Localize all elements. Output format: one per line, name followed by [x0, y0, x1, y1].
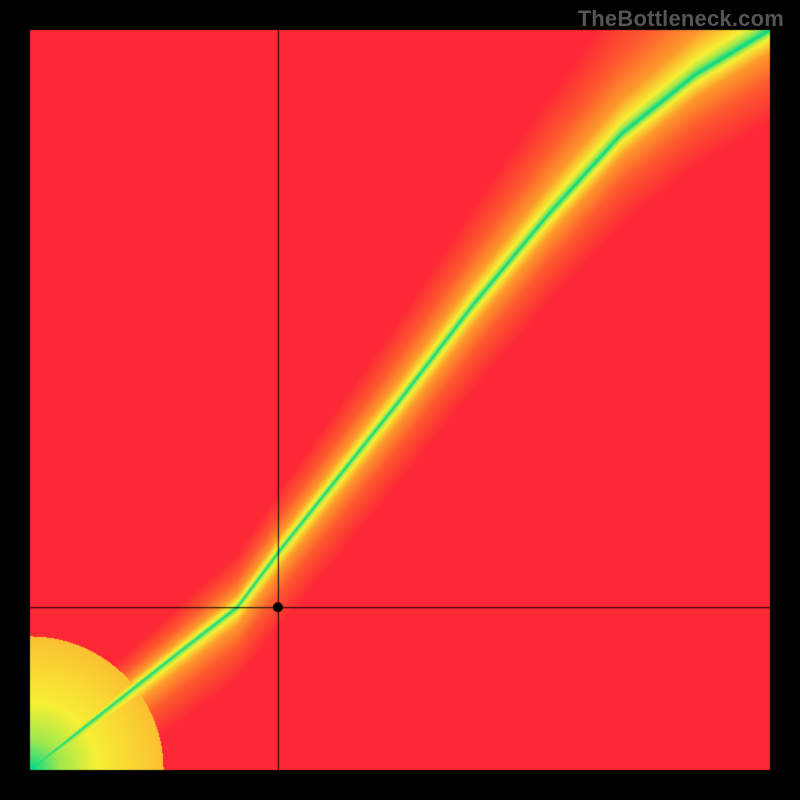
chart-container: TheBottleneck.com	[0, 0, 800, 800]
bottleneck-heatmap-canvas	[0, 0, 800, 800]
watermark-label: TheBottleneck.com	[578, 6, 784, 32]
